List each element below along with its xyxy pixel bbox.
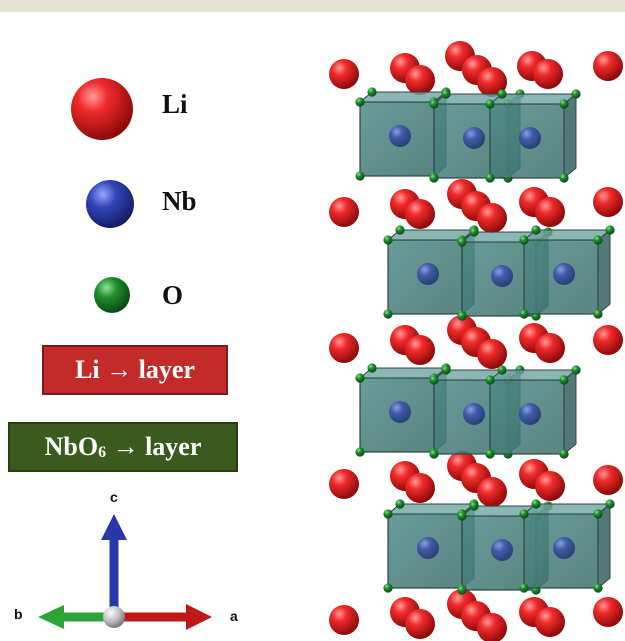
axis-label-b: b [14,606,23,622]
nb-legend-sphere [86,180,134,228]
nb-legend-label: Nb [162,186,197,216]
axis-triad [38,514,212,630]
nbo6-layer-3 [354,362,582,460]
o-legend-sphere [94,277,130,313]
axis-label-a: a [230,608,238,624]
li-layer-2 [329,179,623,233]
li-layer-box: Li → layer [42,345,228,395]
li-legend-label: Li [162,89,188,119]
top-border-band [0,0,625,12]
nbo6-layer-2 [382,224,616,322]
nbo6-subscript: 6 [98,444,107,461]
li-layer-3 [329,315,623,369]
li-layer-box-label: Li → layer [75,355,195,384]
li-layer-5 [329,589,623,641]
li-layer-4 [329,451,623,507]
o-legend-label: O [162,280,184,310]
axis-label-c: c [110,489,118,505]
nbo6-layer-box: NbO 6 → layer [8,422,238,472]
nbo6-layer-4 [382,498,616,596]
li-legend-sphere [71,78,133,140]
nbo6-prefix: NbO [44,432,99,461]
nbo6-layer-1 [354,86,582,184]
nbo6-suffix: → layer [106,432,202,461]
li-layer-1 [329,41,623,97]
